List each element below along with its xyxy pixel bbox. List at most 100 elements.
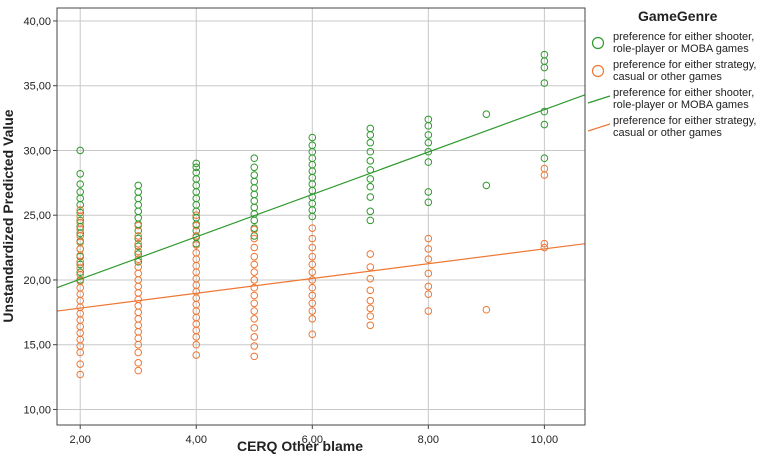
data-point — [424, 198, 433, 207]
data-point — [308, 141, 317, 150]
data-point — [424, 255, 433, 264]
grid — [57, 8, 585, 425]
data-point — [76, 260, 85, 269]
data-marks — [76, 50, 549, 379]
legend-item: preference for either shooter, role-playe… — [587, 87, 754, 111]
data-point — [76, 268, 85, 276]
data-point — [540, 120, 549, 129]
data-point — [250, 299, 259, 308]
y-axis-title: Unstandardized Predicted Value — [0, 109, 16, 322]
data-point — [250, 352, 259, 361]
x-tick-label: 2,00 — [69, 434, 90, 446]
data-point — [366, 274, 375, 283]
data-point — [250, 333, 259, 341]
x-axis-title: CERQ Other blame — [237, 438, 363, 454]
data-point — [308, 276, 317, 284]
x-axis-ticks: 2,00 4,00 6,00 8,00 10,00 — [69, 425, 558, 446]
x-tick-label: 8,00 — [418, 434, 439, 446]
legend-item: preference for either strategy, casual or… — [591, 59, 756, 83]
legend-items: preference for either shooter, role-playe… — [587, 31, 756, 139]
data-point — [192, 163, 201, 172]
data-point — [308, 291, 317, 300]
y-axis-ticks: 10,00 15,00 20,00 25,00 30,00 35,00 40,00 — [23, 16, 57, 416]
data-point — [192, 159, 201, 168]
legend-line-marker — [587, 123, 611, 132]
data-point — [308, 224, 317, 232]
legend-title: GameGenre — [638, 8, 718, 24]
data-point — [424, 131, 433, 139]
x-tick-label: 6,00 — [302, 434, 323, 446]
data-point — [482, 181, 491, 190]
data-point — [308, 268, 317, 276]
data-point — [308, 315, 317, 323]
data-point — [424, 307, 433, 315]
data-point — [250, 307, 259, 315]
data-point — [192, 221, 201, 230]
fit-lines — [56, 94, 586, 312]
data-point — [366, 263, 375, 271]
data-point — [424, 269, 433, 278]
data-point — [134, 221, 143, 230]
legend-marker — [591, 36, 605, 50]
data-point — [424, 188, 433, 196]
data-point — [540, 50, 549, 59]
data-point — [424, 234, 433, 243]
data-point — [76, 146, 85, 155]
y-tick-label: 15,00 — [23, 340, 51, 352]
data-point — [424, 290, 433, 299]
data-point — [424, 282, 433, 291]
data-point — [366, 207, 375, 216]
data-point — [308, 234, 317, 243]
data-point — [76, 180, 85, 188]
data-point — [134, 247, 143, 256]
y-tick-label: 35,00 — [23, 81, 51, 93]
fit-line — [56, 94, 586, 289]
data-point — [366, 296, 375, 305]
data-point — [76, 206, 85, 214]
data-point — [540, 164, 549, 173]
data-point — [250, 342, 259, 350]
data-point — [250, 260, 259, 269]
data-point — [366, 286, 375, 295]
legend-label: preference for either shooter, role-playe… — [613, 87, 754, 111]
data-point — [308, 330, 317, 339]
legend-item: preference for either shooter, role-playe… — [591, 31, 754, 55]
data-point — [134, 234, 143, 243]
data-point — [76, 188, 85, 196]
legend-label: preference for either strategy, casual or… — [613, 59, 756, 83]
data-point — [134, 181, 143, 190]
data-point — [366, 124, 375, 133]
plot-frame — [56, 7, 586, 426]
data-point — [250, 171, 259, 179]
data-point — [366, 182, 375, 191]
data-point — [424, 138, 433, 147]
data-point — [308, 299, 317, 308]
data-point — [192, 340, 201, 349]
data-point — [250, 154, 259, 163]
data-point — [424, 147, 433, 156]
x-tick-label: 4,00 — [186, 434, 207, 446]
data-point — [192, 168, 201, 177]
data-point — [76, 216, 85, 225]
y-tick-label: 20,00 — [23, 275, 51, 287]
data-point — [366, 138, 375, 147]
data-point — [308, 252, 317, 261]
data-point — [366, 250, 375, 258]
y-tick-label: 30,00 — [23, 145, 51, 157]
data-point — [192, 351, 201, 359]
data-point — [134, 366, 143, 375]
data-point — [250, 276, 259, 284]
fit-line — [56, 243, 586, 312]
data-point — [540, 243, 549, 252]
plot-area — [56, 7, 586, 426]
data-point — [134, 232, 143, 240]
data-point — [134, 239, 143, 248]
data-point — [482, 110, 491, 118]
data-point — [250, 243, 259, 252]
data-point — [250, 324, 259, 332]
y-tick-label: 10,00 — [23, 404, 51, 416]
data-point — [250, 234, 259, 243]
legend-label: preference for either shooter, role-playe… — [613, 31, 754, 55]
data-point — [134, 250, 143, 258]
data-point — [308, 307, 317, 315]
